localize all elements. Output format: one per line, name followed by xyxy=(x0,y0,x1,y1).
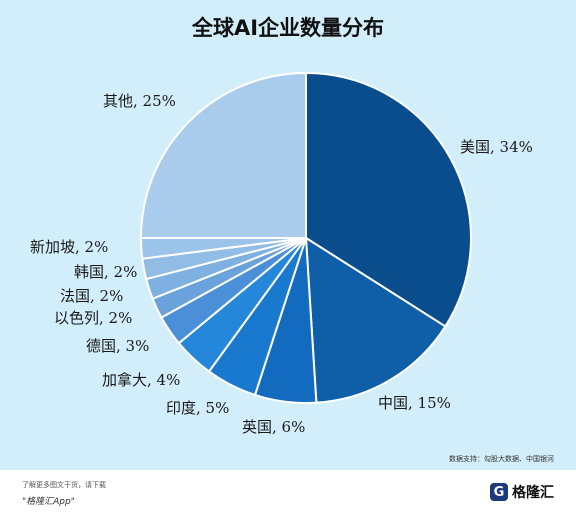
pie-chart: 美国, 34% 中国, 15% 英国, 6% 印度, 5% 加拿大, 4% 德国, 3% 以… xyxy=(30,71,533,436)
slice-label: 英国, 6% xyxy=(242,418,305,436)
pie-slice xyxy=(139,71,307,239)
slice-label: 新加坡, 2% xyxy=(30,238,108,256)
chart-title: 全球AI企业数量分布 xyxy=(191,16,385,40)
slice-label: 印度, 5% xyxy=(166,399,229,417)
footer-app-name: "格隆汇App" xyxy=(22,497,75,507)
brand-logo-text: 格隆汇 xyxy=(512,485,554,501)
slice-label: 美国, 34% xyxy=(460,138,533,156)
chart-card: 全球AI企业数量分布 美国, 34% 中国, 15% 英国, 6% 印度, 5% 加拿大… xyxy=(30,16,554,463)
source-note: 数据支持：勾股大数据、中国银河 xyxy=(449,455,554,463)
footer: 了解更多图文干货，请下载 "格隆汇App" G 格隆汇 xyxy=(0,470,576,516)
brand-logo-icon: G xyxy=(490,483,508,501)
slice-label: 德国, 3% xyxy=(86,337,149,355)
slice-label: 韩国, 2% xyxy=(74,263,137,281)
slice-label: 中国, 15% xyxy=(378,394,451,412)
brand-logo: G 格隆汇 xyxy=(490,482,554,502)
slice-label: 法国, 2% xyxy=(60,287,123,305)
pie-slice xyxy=(304,236,447,404)
slice-label: 其他, 25% xyxy=(103,92,176,110)
slice-label: 以色列, 2% xyxy=(54,309,132,327)
slice-label: 加拿大, 4% xyxy=(102,371,180,389)
footer-download-hint: 了解更多图文干货，请下载 xyxy=(22,481,106,489)
